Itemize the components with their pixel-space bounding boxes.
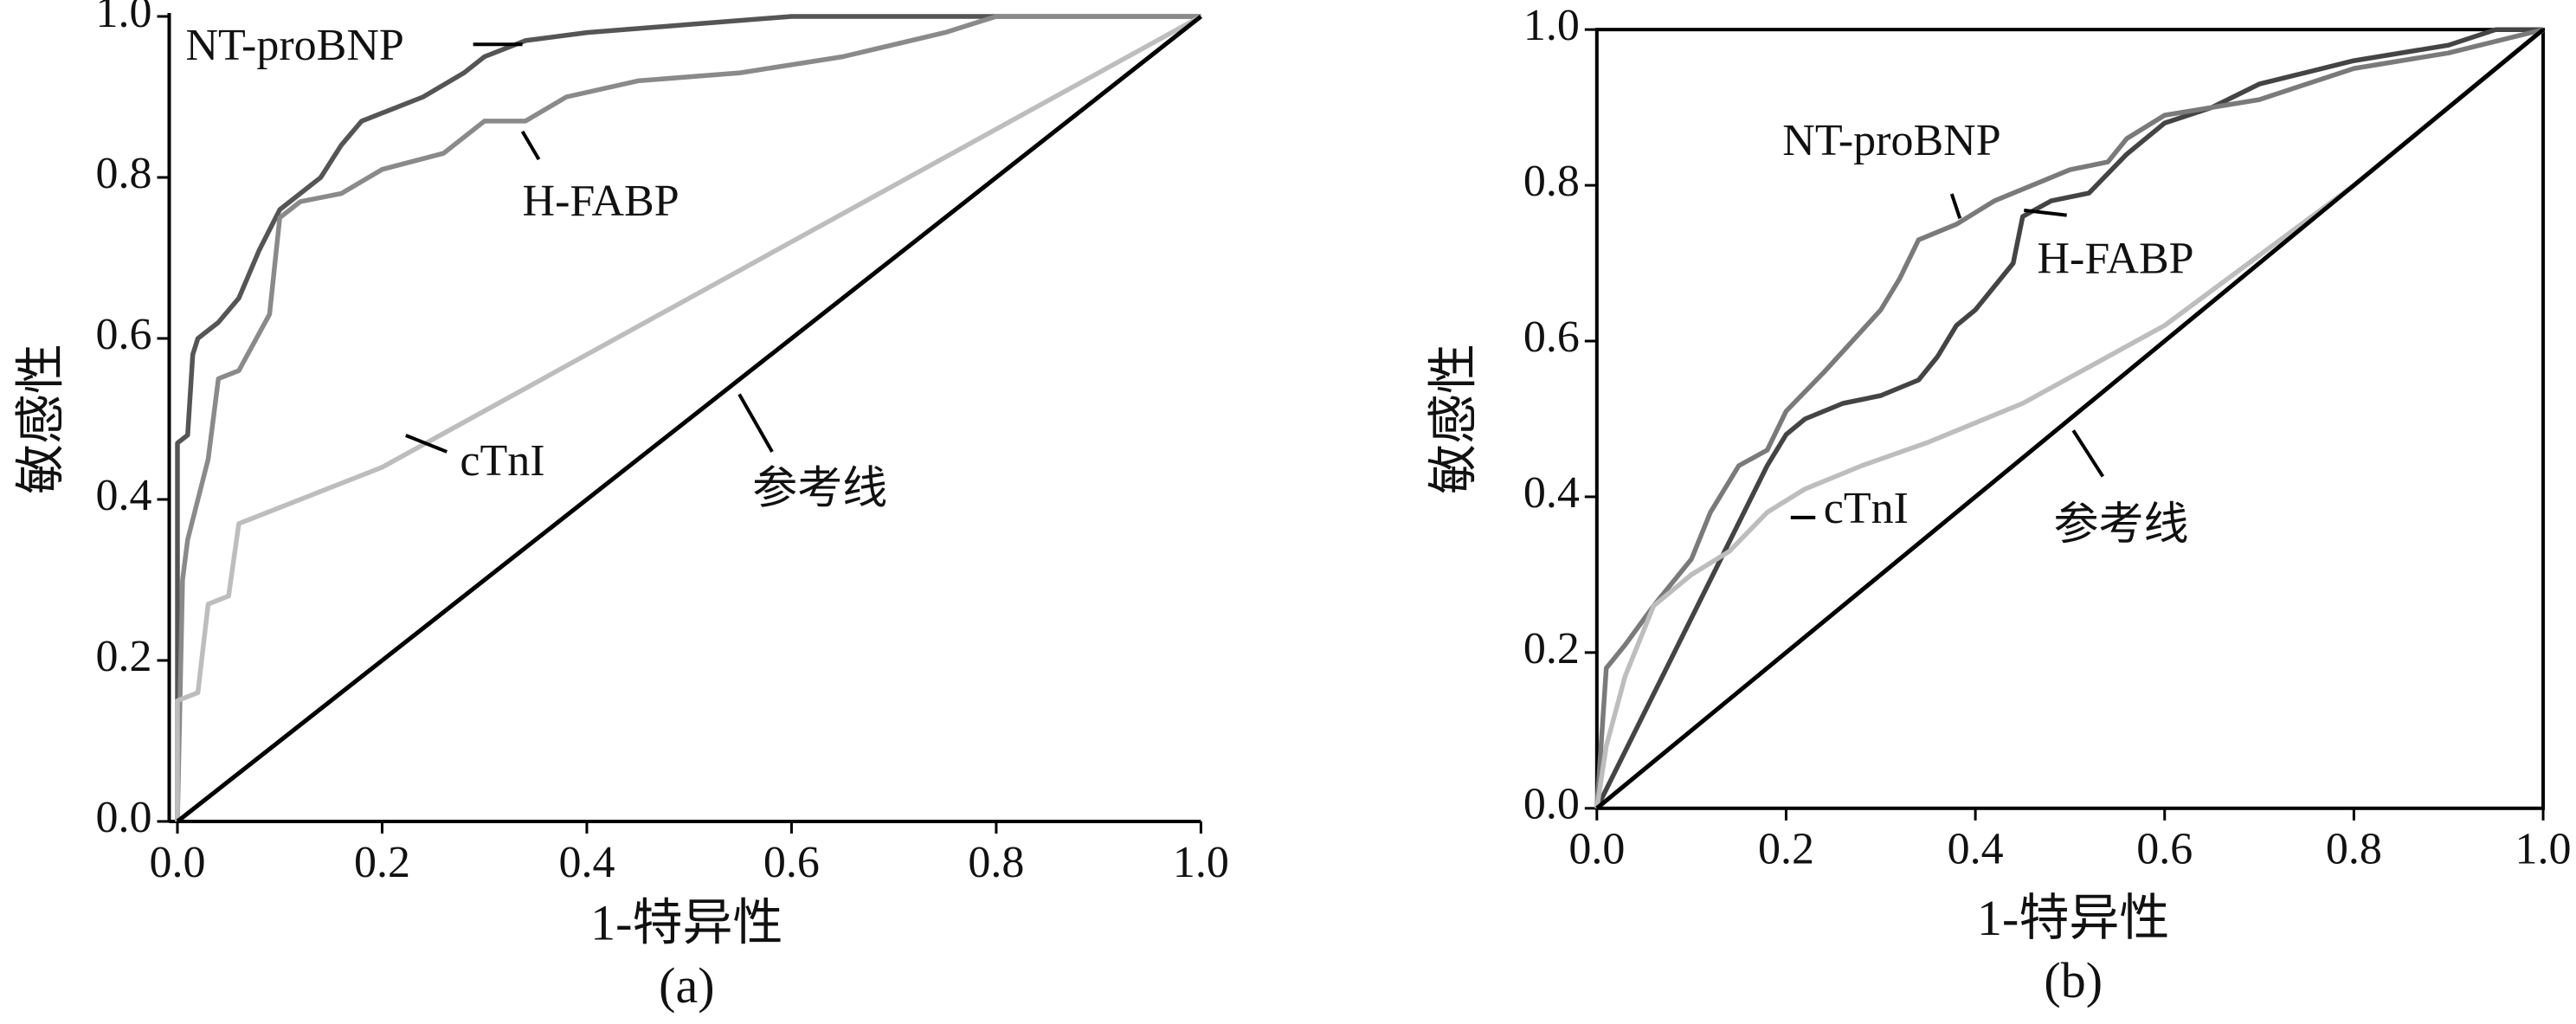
y-tick-label: 1.0 (95, 0, 151, 37)
series-label: 参考线 (752, 464, 887, 513)
series-label: H-FABP (523, 177, 679, 226)
y-tick-label: 0.6 (95, 310, 151, 359)
series-label: 参考线 (2053, 500, 2188, 550)
roc-curve (175, 14, 1202, 821)
series-label: cTnI (1824, 484, 1909, 533)
roc-curve (1594, 27, 2544, 808)
y-tick-label: 0.0 (95, 793, 151, 842)
roc-curve (1594, 28, 2545, 809)
x-tick-label: 0.6 (763, 838, 820, 887)
y-tick-label: 0.4 (1523, 468, 1580, 518)
roc-curve (175, 14, 1201, 821)
roc-curve (1594, 27, 2543, 810)
y-tick-label: 0.4 (95, 471, 151, 520)
y-axis-label: 敏感性 (1426, 344, 1482, 494)
x-tick-label: 0.6 (2136, 825, 2193, 874)
leader-line (2071, 429, 2105, 478)
leader-line (520, 130, 541, 161)
plot-frame (1594, 28, 2546, 810)
leader-line (1949, 193, 1962, 220)
caption: (b) (2044, 952, 2103, 1008)
y-tick-label: 0.2 (95, 632, 151, 681)
x-tick-label: 1.0 (2515, 825, 2572, 874)
x-tick-label: 0.2 (1758, 825, 1814, 874)
x-tick-label: 1.0 (1173, 838, 1229, 887)
x-tick-label: 0.2 (354, 838, 410, 887)
series-label: cTnI (460, 436, 544, 486)
leader-line (2024, 208, 2067, 217)
roc-curve (1595, 28, 2545, 810)
y-axis-label: 敏感性 (12, 344, 68, 494)
series-label: H-FABP (2037, 235, 2193, 284)
x-axis-label: 1-特异性 (590, 895, 782, 951)
y-tick-label: 1.0 (1523, 1, 1580, 50)
x-tick-label: 0.8 (968, 838, 1024, 887)
y-tick-label: 0.6 (1523, 312, 1580, 362)
series-label: NT-proBNP (185, 21, 403, 70)
y-tick-label: 0.8 (1523, 157, 1580, 206)
y-tick-label: 0.2 (1523, 624, 1580, 673)
x-tick-label: 0.4 (1948, 825, 2004, 874)
leader-line (405, 434, 448, 454)
roc-curve (175, 14, 1201, 822)
x-tick-label: 0.0 (1568, 825, 1625, 874)
x-axis-label: 1-特异性 (1977, 890, 2169, 946)
roc-curve (176, 15, 1202, 823)
y-tick-label: 0.8 (95, 149, 151, 198)
caption: (a) (659, 957, 714, 1014)
leader-line (737, 393, 774, 453)
x-tick-label: 0.4 (558, 838, 615, 887)
x-tick-label: 0.0 (149, 838, 205, 887)
y-tick-label: 0.0 (1523, 780, 1580, 829)
x-tick-label: 0.8 (2326, 825, 2382, 874)
series-label: NT-proBNP (1782, 116, 2000, 165)
